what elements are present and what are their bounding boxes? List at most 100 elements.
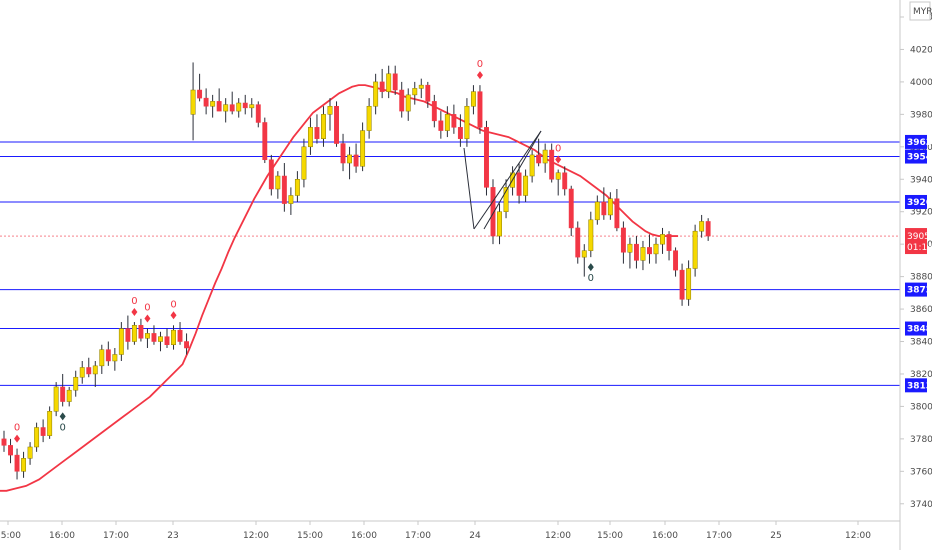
x-axis[interactable]: 15:00 16:00 17:00 23 12:00 15:00 16:00 17:00 24 1… (0, 521, 871, 541)
candle (281, 163, 287, 212)
candle (164, 328, 170, 349)
candle (562, 166, 568, 196)
candle (144, 328, 150, 349)
candle (197, 73, 203, 102)
candle (334, 101, 339, 147)
candle (516, 163, 522, 204)
candle (92, 360, 98, 387)
candle (151, 325, 157, 345)
y-axis[interactable]: 3740376037803800382038403860388039003920… (900, 13, 932, 510)
candle (112, 348, 118, 371)
candle (177, 322, 183, 345)
candle (1, 430, 7, 452)
level-label: 3963 (907, 138, 932, 148)
candle (288, 187, 294, 215)
x-tick-label: 15:00 (0, 531, 21, 541)
candle (158, 331, 163, 352)
candle (692, 224, 698, 277)
level-label: 3954 (907, 153, 932, 163)
candle (86, 357, 92, 378)
level-label: 3848 (907, 325, 932, 335)
candle (594, 195, 600, 225)
candle (27, 442, 33, 465)
moving-average-line (0, 84, 679, 492)
candle (105, 341, 111, 366)
trendline[interactable] (483, 130, 542, 230)
level-label: 3872 (907, 286, 932, 296)
level-label-bg (905, 194, 927, 209)
y-tick-label: 3920 (910, 208, 932, 218)
sell-signal: 0 (144, 303, 151, 323)
candle (21, 451, 27, 478)
current-price-label: 3905 (907, 232, 930, 242)
level-label-bg (905, 149, 927, 164)
signal-label: 0 (59, 422, 65, 433)
y-tick-label: 3940 (910, 175, 932, 185)
currency-badge (909, 1, 931, 21)
candle (321, 106, 326, 147)
candle (444, 106, 450, 138)
candle (223, 98, 229, 123)
candle (536, 138, 542, 167)
x-tick-label: 12:00 (545, 531, 571, 541)
buy-signal: 0 (59, 412, 66, 433)
candle (620, 221, 626, 264)
candle (190, 62, 196, 141)
candle (438, 111, 444, 139)
candle (14, 448, 20, 480)
candle (262, 117, 268, 164)
candle (386, 65, 392, 99)
candle (353, 143, 359, 173)
sell-signal: 0 (14, 423, 20, 443)
candle (699, 214, 705, 238)
x-tick-label: 16:00 (49, 531, 75, 541)
trendline[interactable] (473, 130, 542, 230)
candle (40, 419, 46, 443)
candle (392, 65, 398, 95)
level-label-bg (905, 134, 927, 149)
candle (490, 179, 496, 245)
candle (477, 85, 483, 134)
candle (314, 114, 320, 144)
candle (347, 146, 353, 180)
candle (575, 221, 581, 264)
x-tick-label: 12:00 (845, 531, 871, 541)
candle (229, 91, 235, 115)
candle (340, 133, 346, 172)
candle (705, 218, 711, 241)
y-tick-label: 3760 (910, 467, 932, 477)
candle (131, 322, 137, 345)
y-tick-label: 3880 (910, 273, 932, 283)
y-tick-label: 3980 (910, 110, 932, 120)
candle (60, 373, 66, 407)
countdown-label: 01:14 (907, 243, 932, 253)
candle (210, 94, 216, 118)
candle (125, 315, 131, 350)
horizontal-levels[interactable] (0, 141, 900, 386)
candle (138, 318, 144, 342)
candle (405, 88, 411, 121)
sell-signal: 0 (555, 144, 561, 164)
candle (470, 85, 476, 115)
y-tick-label: 4020 (910, 45, 932, 55)
trendline[interactable] (463, 147, 475, 230)
candle (673, 247, 679, 277)
level-label: 3926 (907, 198, 932, 208)
x-tick-label: 24 (469, 531, 481, 541)
candle (412, 81, 418, 105)
y-tick-label: 4000 (910, 78, 932, 88)
level-label: 3813 (907, 381, 932, 391)
candle (379, 68, 385, 99)
y-tick-label: 3860 (910, 305, 932, 315)
candle (399, 81, 405, 118)
x-tick-label: 16:00 (652, 531, 678, 541)
signal-label: 0 (131, 296, 137, 307)
candle (549, 143, 555, 183)
candle (484, 120, 489, 196)
candle (542, 143, 548, 173)
candle (307, 117, 313, 155)
candle (555, 169, 561, 196)
candle (503, 179, 509, 219)
trendline-drawings[interactable] (463, 130, 542, 230)
